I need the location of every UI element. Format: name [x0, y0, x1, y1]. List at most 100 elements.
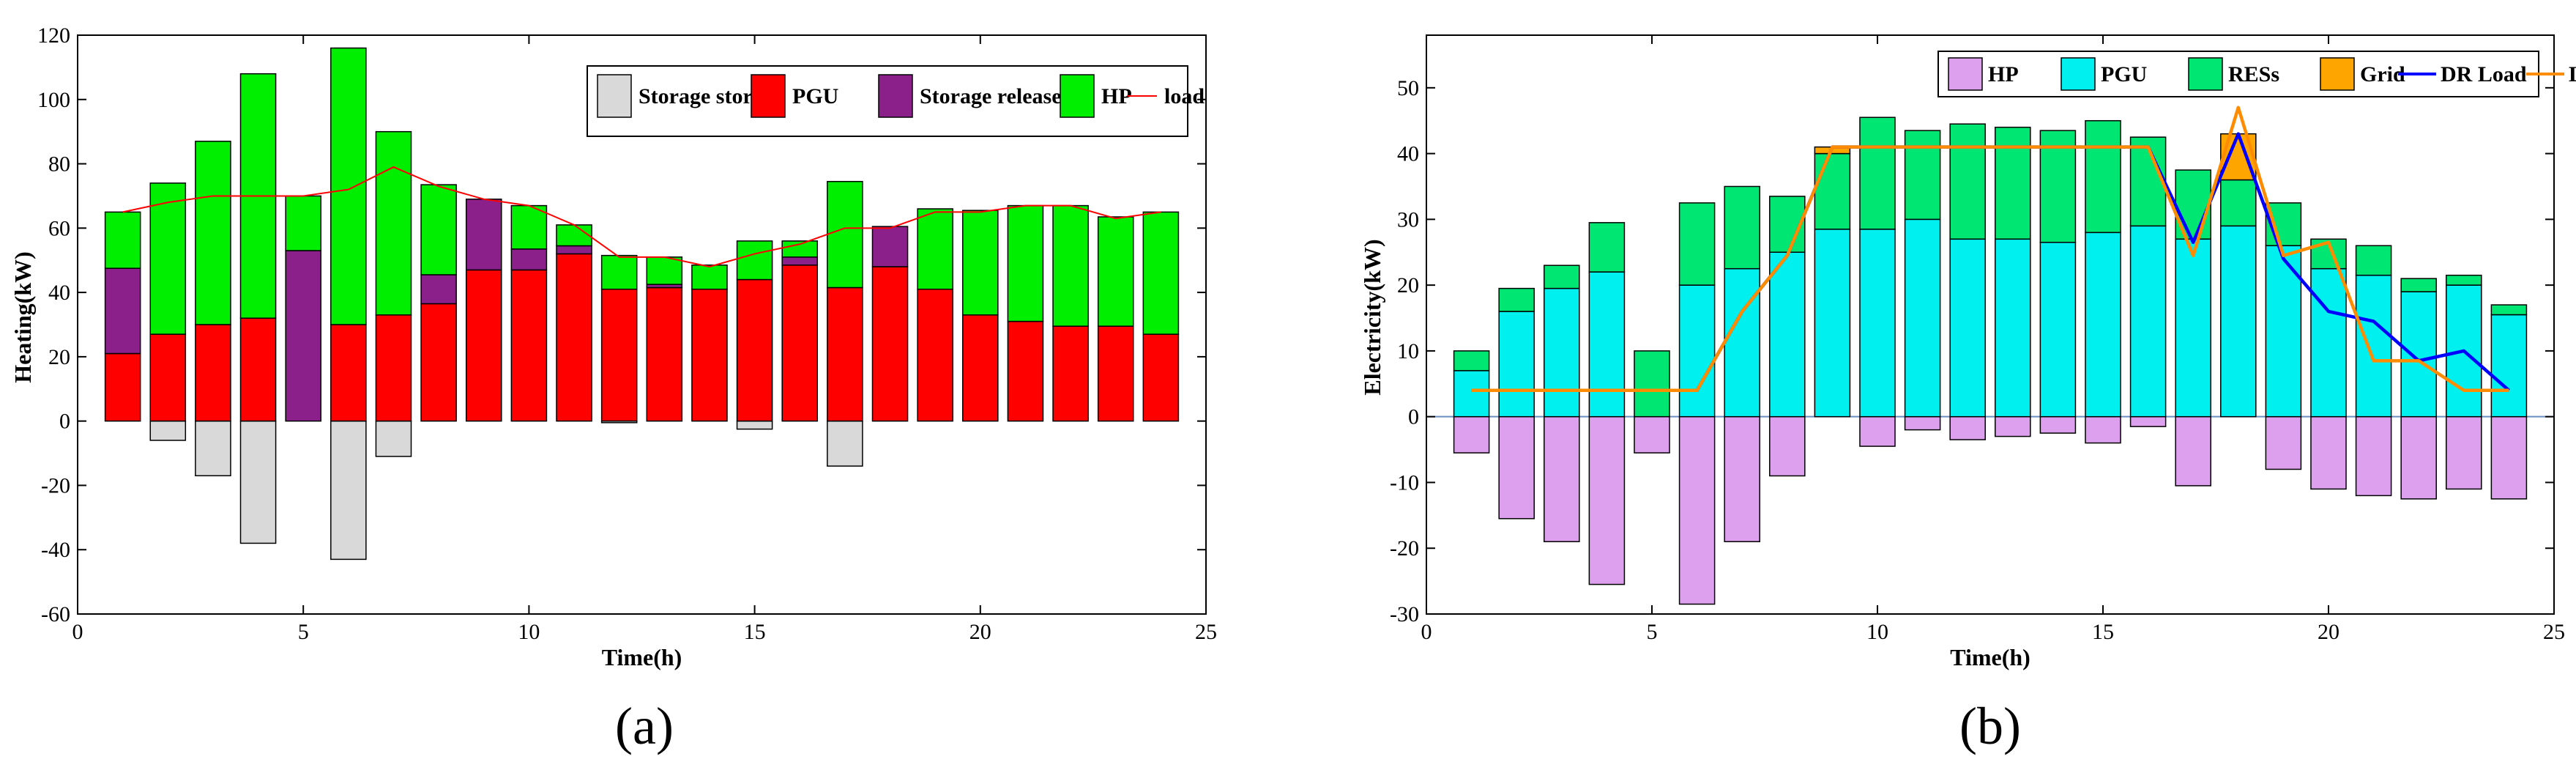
chart-b-legend-swatch-pgu	[2061, 57, 2096, 91]
chart-a-bar-hp-t21	[1007, 204, 1044, 322]
chart-a-x-tick-label: 20	[969, 620, 991, 644]
chart-b-bar-pgu-t9	[1814, 229, 1851, 418]
chart-b-bar-pgu-t2	[1498, 311, 1535, 418]
chart-a-bar-hp-t15	[736, 240, 773, 281]
chart-a-y-tick-label: -60	[41, 602, 70, 626]
chart-a-legend-swatch-hp	[1060, 74, 1095, 118]
chart-a-bar-pgu-t4	[239, 317, 277, 422]
chart-a-legend-label-load: load	[1164, 84, 1205, 108]
chart-a-legend-label-storage-store: Storage store	[639, 84, 762, 108]
chart-a-y-tick-label: 80	[48, 152, 70, 177]
chart-b-bar-ress-t7	[1724, 185, 1760, 270]
chart-a-y-tick-label: -20	[41, 473, 70, 498]
chart-a-bar-pgu-t3	[195, 324, 231, 422]
chart-b-bar-hp-t7	[1724, 415, 1760, 542]
chart-a-y-tick-label: 100	[37, 88, 70, 112]
chart-a-legend-swatch-pgu	[751, 74, 786, 118]
chart-b-bar-pgu-t16	[2129, 225, 2167, 418]
chart-b-bar-ress-t9	[1814, 152, 1851, 230]
chart-a-bar-storage-store-t2	[149, 420, 187, 441]
chart-b-bar-hp-t8	[1769, 415, 1806, 477]
chart-b-x-tick-label: 15	[2092, 620, 2114, 644]
chart-a-legend-swatch-storage-release	[878, 74, 913, 118]
chart-a-bar-storage-release-t11	[556, 245, 592, 255]
chart-b-bar-pgu-t15	[2085, 232, 2121, 418]
chart-b-x-tick-label: 10	[1866, 620, 1888, 644]
chart-a-bar-hp-t22	[1052, 204, 1089, 327]
chart-b-bar-pgu-t1	[1453, 370, 1490, 418]
chart-a-marks	[104, 47, 1180, 561]
chart-a-bar-storage-store-t6	[330, 420, 367, 561]
chart-b-bar-ress-t6	[1678, 202, 1716, 286]
chart-a-bar-pgu-t7	[375, 314, 412, 422]
chart-a-bar-pgu-t10	[510, 269, 548, 422]
chart-a-bar-storage-release-t8	[420, 274, 457, 305]
chart-b-bar-hp-t15	[2085, 415, 2121, 444]
chart-a-x-tick-label: 15	[744, 620, 766, 644]
chart-b-bar-pgu-t4	[1588, 271, 1626, 418]
chart-a-bar-hp-t1	[104, 211, 141, 269]
chart-b-bar-pgu-t6	[1678, 284, 1716, 418]
chart-a-legend-label-pgu: PGU	[792, 84, 838, 108]
chart-a-bar-pgu-t14	[691, 288, 728, 422]
chart-b-bar-grid-t18	[2220, 133, 2257, 181]
chart-b-bar-ress-t18	[2220, 179, 2257, 227]
chart-b-bar-hp-t22	[2400, 415, 2437, 500]
chart-b-bar-pgu-t18	[2220, 225, 2257, 418]
chart-a-y-tick-label: -40	[41, 538, 70, 562]
chart-a-bar-hp-t20	[962, 210, 999, 316]
chart-b-bar-hp-t16	[2129, 415, 2167, 427]
chart-a-bar-storage-store-t7	[375, 420, 412, 457]
chart-a-bar-pgu-t19	[917, 288, 953, 422]
chart-b-bar-ress-t15	[2085, 119, 2121, 234]
chart-b-bar-ress-t5	[1634, 350, 1670, 418]
chart-a-bar-storage-store-t15	[736, 420, 773, 430]
chart-a-bar-hp-t10	[510, 204, 548, 250]
chart-b-bar-pgu-t20	[2310, 267, 2347, 418]
chart-b-bar-pgu-t11	[1904, 218, 1941, 418]
chart-b-x-tick-label: 20	[2318, 620, 2339, 644]
chart-b-bar-ress-t4	[1588, 222, 1626, 273]
chart-a-bar-storage-store-t3	[195, 420, 231, 477]
chart-b-bar-pgu-t10	[1859, 229, 1896, 418]
chart-b-line-load	[1471, 106, 2509, 393]
chart-b-bar-ress-t16	[2129, 136, 2167, 227]
chart-b-legend-swatch-hp	[1948, 57, 1983, 91]
chart-a-bar-pgu-t13	[646, 286, 683, 422]
chart-a-bar-pgu-t18	[871, 266, 909, 422]
chart-a-y-tick-label: 40	[48, 281, 70, 305]
chart-b-y-tick-label: 40	[1397, 142, 1419, 166]
chart-a-legend: Storage store PGU Storage release HP load	[587, 65, 1205, 137]
chart-a-y-axis-label: Heating(kW)	[10, 251, 36, 383]
chart-b-bar-hp-t4	[1588, 415, 1626, 585]
chart-a-x-tick-label: 0	[72, 620, 83, 644]
chart-a-bar-pgu-t11	[556, 253, 592, 422]
chart-a-bar-hp-t6	[330, 47, 367, 325]
chart-a-y-tick-label: 0	[59, 410, 70, 434]
chart-b-y-tick-label: 50	[1397, 76, 1419, 100]
chart-b-bar-hp-t23	[2446, 415, 2482, 490]
chart-b-bar-pgu-t13	[1995, 238, 2031, 418]
chart-b-legend-label-pgu: PGU	[2101, 62, 2147, 86]
chart-a-bar-storage-release-t9	[465, 199, 502, 271]
chart-b-bar-pgu-t3	[1544, 287, 1580, 418]
chart-b-bar-hp-t6	[1678, 415, 1716, 605]
chart-b-ticks: 0 5 10 15 20 25 -30 -20 -10 0 10 20 30 40 50	[1390, 35, 2565, 644]
chart-a-bar-hp-t14	[691, 265, 728, 290]
chart-a-x-tick-label: 25	[1195, 620, 1217, 644]
chart-a-bar-hp-t7	[375, 130, 412, 316]
chart-b-legend-label-hp: HP	[1988, 62, 2019, 86]
chart-b-bar-ress-t23	[2446, 274, 2482, 286]
chart-a-bar-pgu-t22	[1052, 325, 1089, 422]
chart-b-bar-hp-t3	[1544, 415, 1580, 542]
chart-a-y-tick-label: 20	[48, 345, 70, 369]
chart-b-bar-hp-t14	[2039, 415, 2077, 434]
chart-a-bar-storage-release-t10	[510, 248, 548, 271]
chart-b-bar-pgu-t14	[2039, 242, 2077, 418]
chart-b-bar-hp-t19	[2265, 415, 2302, 470]
chart-a-x-tick-label: 10	[518, 620, 540, 644]
chart-a-bar-pgu-t16	[781, 265, 819, 422]
chart-b-bar-ress-t24	[2490, 304, 2528, 316]
chart-b-bar-hp-t11	[1904, 415, 1941, 431]
chart-b-bar-pgu-t7	[1724, 267, 1760, 418]
